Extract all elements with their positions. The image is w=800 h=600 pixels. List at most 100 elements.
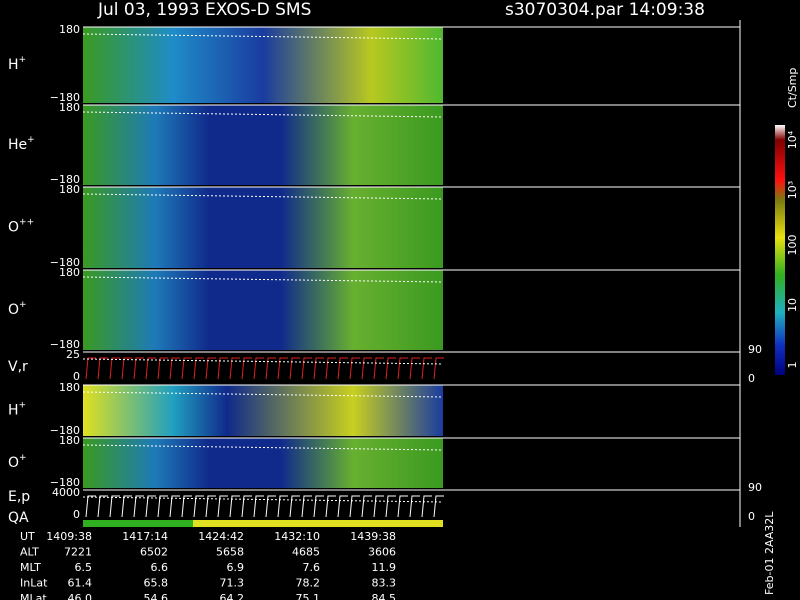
trace <box>229 495 240 518</box>
cell: 64.2 <box>220 592 245 600</box>
cell: 1432:10 <box>274 530 320 543</box>
trace <box>133 495 144 518</box>
row-name: MLat <box>20 592 47 600</box>
spectrogram <box>83 105 443 185</box>
cell: 1424:42 <box>198 530 244 543</box>
label-base: H <box>8 403 19 419</box>
label-base: E,p <box>8 489 30 505</box>
cell: 75.1 <box>296 592 321 600</box>
tick-label: 90 <box>748 343 762 356</box>
cell: 83.3 <box>372 577 397 590</box>
cell: 7221 <box>64 546 92 559</box>
panel-label: O+ <box>8 453 27 472</box>
spectrogram <box>83 187 443 268</box>
trace <box>241 495 252 518</box>
trace <box>289 357 300 380</box>
file-name: s3070304.par 14:09:38 <box>505 0 705 20</box>
cell: 7.6 <box>303 561 321 574</box>
tick-label: 0 <box>73 508 80 521</box>
trace <box>373 495 384 518</box>
trace <box>169 495 180 518</box>
trace <box>217 495 228 518</box>
trace <box>313 357 324 380</box>
row-name: MLT <box>20 561 41 574</box>
trace <box>409 357 420 380</box>
trace <box>205 357 216 380</box>
tick-label: 180 <box>59 381 80 394</box>
label-sup: + <box>27 135 35 145</box>
trace <box>373 357 384 380</box>
trace <box>289 495 300 518</box>
label-base: O <box>8 455 19 471</box>
trace <box>205 495 216 518</box>
trace <box>421 495 432 518</box>
trace <box>421 357 432 380</box>
trace <box>82 358 444 365</box>
panel-label: O++ <box>8 217 34 236</box>
trace <box>82 193 444 200</box>
trace <box>82 444 444 451</box>
trace <box>229 357 240 380</box>
trace <box>121 357 132 380</box>
trace <box>169 357 180 380</box>
tick-label: −180 <box>50 338 80 351</box>
trace <box>397 495 408 518</box>
label-sup: ++ <box>19 217 34 227</box>
trace <box>97 357 108 380</box>
qa-bar <box>83 520 193 527</box>
cell: 11.9 <box>372 561 397 574</box>
trace <box>349 357 360 380</box>
cell: 46.0 <box>68 592 93 600</box>
tick-label: −180 <box>50 424 80 437</box>
cell: 6.5 <box>75 561 93 574</box>
tick-label: −180 <box>50 173 80 186</box>
colorbar <box>775 125 785 375</box>
cell: 1439:38 <box>350 530 396 543</box>
trace <box>361 495 372 518</box>
label-sup: + <box>19 55 27 65</box>
cell: 1409:38 <box>46 530 92 543</box>
label-base: O <box>8 302 19 318</box>
cell: 6502 <box>140 546 168 559</box>
cell: 65.8 <box>144 577 169 590</box>
tick-label: 90 <box>748 481 762 494</box>
trace <box>277 357 288 380</box>
trace <box>181 495 192 518</box>
trace <box>145 495 156 518</box>
label-base: He <box>8 137 27 153</box>
cell: 84.5 <box>372 592 397 600</box>
colorbar-label: 10⁴ <box>786 130 799 149</box>
trace <box>85 495 96 518</box>
trace <box>82 391 444 398</box>
tick-label: 0 <box>748 372 755 385</box>
trace <box>82 33 444 40</box>
title: Jul 03, 1993 EXOS-D SMS <box>97 0 311 20</box>
spectrogram <box>83 385 443 436</box>
tick-label: 0 <box>73 370 80 383</box>
spectrogram <box>83 270 443 350</box>
trace <box>325 357 336 380</box>
trace <box>145 357 156 380</box>
cell: 1417:14 <box>122 530 168 543</box>
trace <box>193 495 204 518</box>
trace <box>277 495 288 518</box>
trace <box>253 357 264 380</box>
tick-label: 25 <box>66 348 80 361</box>
trace <box>133 357 144 380</box>
tick-label: 180 <box>59 183 80 196</box>
trace <box>337 495 348 518</box>
tick-label: 180 <box>59 23 80 36</box>
panel-label: V,r <box>8 359 28 375</box>
trace <box>241 357 252 380</box>
row-name: UT <box>20 530 35 543</box>
trace <box>349 495 360 518</box>
trace <box>181 357 192 380</box>
trace <box>409 495 420 518</box>
colorbar-label: 10³ <box>786 181 799 199</box>
trace <box>82 111 444 118</box>
trace <box>193 357 204 380</box>
trace <box>397 357 408 380</box>
tick-label: −180 <box>50 256 80 269</box>
tick-label: 180 <box>59 434 80 447</box>
tick-label: −180 <box>50 476 80 489</box>
